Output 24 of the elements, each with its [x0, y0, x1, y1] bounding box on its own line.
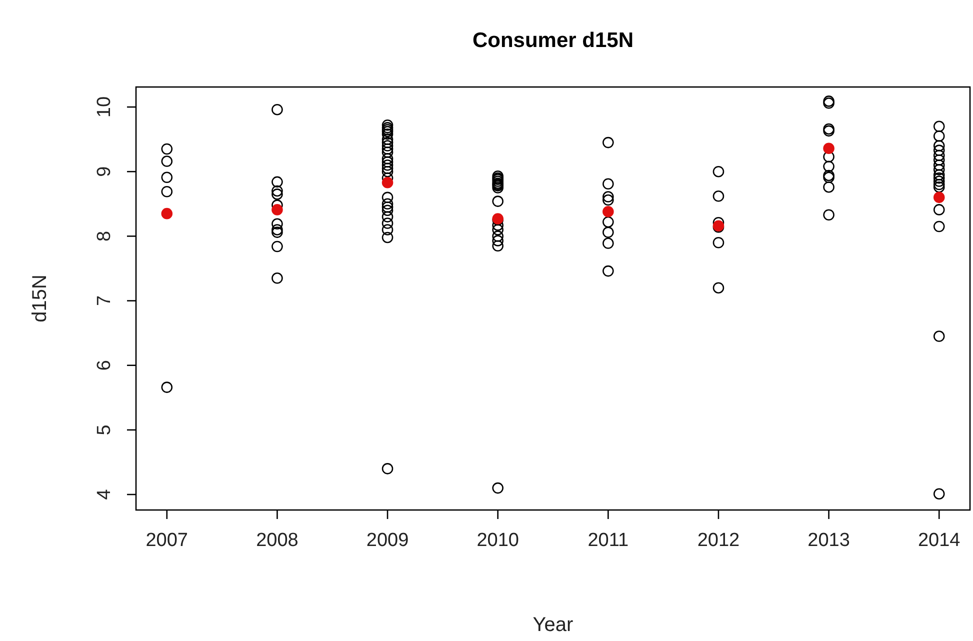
- point: [602, 206, 614, 218]
- point: [823, 142, 834, 154]
- x-tick-label: 2014: [918, 530, 961, 551]
- x-tick-label: 2009: [366, 530, 409, 551]
- point: [161, 208, 173, 220]
- y-tick-label: 5: [94, 424, 115, 436]
- y-tick-label: 4: [94, 488, 115, 500]
- y-tick-label: 6: [94, 360, 115, 371]
- point: [382, 176, 394, 188]
- x-tick-label: 2011: [588, 530, 629, 551]
- x-tick-label: 2012: [697, 530, 740, 551]
- y-axis-title: d15N: [29, 274, 51, 322]
- y-tick-label: 7: [94, 295, 115, 306]
- y-tick-label: 8: [94, 230, 115, 242]
- y-tick-label: 10: [94, 96, 115, 118]
- point: [272, 204, 283, 216]
- y-tick-label: 9: [94, 166, 115, 177]
- x-tick-label: 2007: [146, 530, 188, 551]
- x-axis-title: Year: [532, 614, 574, 636]
- x-tick-label: 2010: [476, 530, 519, 551]
- point: [933, 192, 945, 204]
- x-tick-label: 2013: [808, 530, 850, 551]
- chart-title: Consumer d15N: [472, 29, 634, 52]
- x-tick-label: 2008: [256, 530, 298, 551]
